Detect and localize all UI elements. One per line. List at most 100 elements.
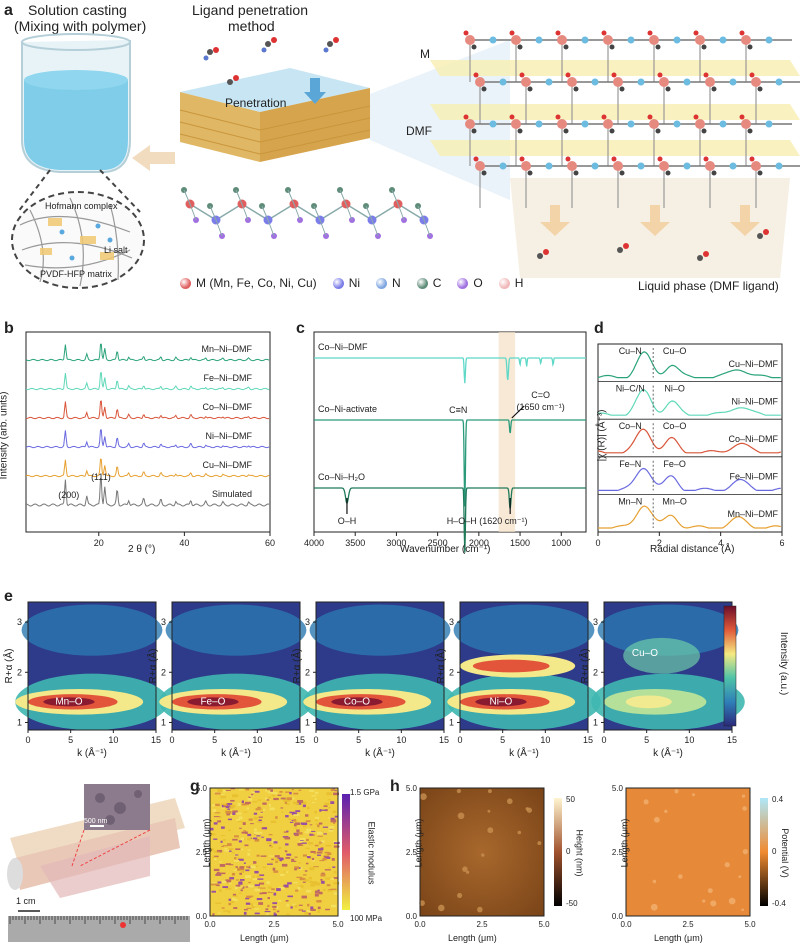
wavelet-ytick: 2 (17, 667, 22, 677)
ftir-xlabel: Wavenumber (cm⁻¹) (400, 544, 491, 555)
afm-cb-tick: 50 (566, 795, 575, 804)
xrd-frame (25, 331, 271, 533)
ftir-xtick: 1000 (551, 538, 571, 548)
xrd-series-4 (25, 458, 270, 478)
metal-node (465, 119, 475, 129)
afm-cb-tick: 0.4 (772, 795, 784, 804)
wavelet-ytick: 3 (593, 617, 598, 627)
ligand-chain (181, 187, 433, 239)
afm-cb-tick: -0.4 (772, 899, 786, 908)
beaker-illustration (21, 33, 131, 173)
wavelet-xtick: 10 (252, 735, 262, 745)
h-ytick: 0.0 (612, 912, 624, 921)
wavelet-xtick: 15 (583, 735, 593, 745)
xrd-xtick: 40 (179, 538, 189, 548)
legend-item-4: O (457, 276, 483, 290)
g-xtick: 5.0 (332, 920, 344, 929)
ftir-xtick: 2000 (469, 538, 489, 548)
wavelet-ytick: 2 (161, 667, 166, 677)
wavelet-ytick: 3 (449, 617, 454, 627)
solution-casting-sub: (Mixing with polymer) (14, 18, 147, 34)
metal-node (557, 119, 567, 129)
ni-node (719, 120, 727, 128)
ftir-series-2 (314, 487, 586, 553)
exafs-series-label: Mn–Ni–DMF (727, 509, 778, 519)
metal-node (613, 161, 623, 171)
ni-node (729, 78, 737, 86)
legend-item-1: Ni (332, 276, 360, 290)
ni-node (719, 36, 727, 44)
peak-111-label: (111) (91, 472, 111, 482)
ni-node (637, 78, 645, 86)
exafs-peak-b: Mn–O (662, 496, 687, 506)
panel-e-label: e (4, 588, 13, 605)
exafs-series-0 (597, 351, 781, 379)
wavelet-ytick: 1 (593, 717, 598, 727)
co-arrow (511, 405, 525, 419)
pvdf-label: PVDF-HFP matrix (40, 269, 112, 279)
g-ytick: 0.0 (196, 912, 208, 921)
metal-node (603, 119, 613, 129)
h-xtick: 5.0 (744, 920, 756, 929)
h-ylabel-1: Length (μm) (413, 818, 424, 868)
peak-200-label: (200) (58, 490, 79, 500)
metal-node (567, 161, 577, 171)
wavelet-xtick: 0 (169, 735, 174, 745)
afm-cb-tick: 0 (772, 847, 777, 856)
afm-colorbar-1 (760, 798, 768, 906)
ni-node (775, 78, 783, 86)
afm-maps: 0.00.02.52.55.05.0500-500.00.02.52.55.05… (406, 784, 786, 929)
xrd-series-1 (25, 371, 270, 391)
afm-cb-tick: -50 (566, 899, 578, 908)
g-ytick: 5.0 (196, 784, 208, 793)
g-ylabel: Length (μm) (201, 818, 212, 868)
metal-node (649, 119, 659, 129)
ligand-method-l1: Ligand penetration (192, 2, 308, 18)
liquid-phase-label: Liquid phase (DMF ligand) (638, 279, 779, 293)
h-xtick: 2.5 (476, 920, 488, 929)
metal-node (521, 161, 531, 171)
xrd-series-label: Fe–Ni–DMF (203, 373, 252, 383)
g-xlabel: Length (μm) (240, 933, 289, 943)
afm-cb-tick: 0 (566, 847, 571, 856)
ni-node (683, 78, 691, 86)
hofmann-circle (11, 191, 145, 289)
legend-label: C (432, 276, 442, 290)
h-ytick: 0.0 (406, 912, 418, 921)
legend-swatch (180, 277, 191, 289)
h-cb-label-2: Potential (V) (779, 828, 790, 878)
exafs-peak-a: Mn–N (618, 496, 642, 506)
wavelet-xtick: 5 (212, 735, 217, 745)
wavelet-ytick: 3 (161, 617, 166, 627)
dmf-label: DMF (406, 124, 432, 138)
metal-node (705, 161, 715, 171)
wavelet-xtick: 5 (500, 735, 505, 745)
ni-node (581, 36, 589, 44)
ni-node (581, 120, 589, 128)
ftir-series-label: Co–Ni–DMF (318, 342, 368, 352)
g-ytick: 2.5 (196, 848, 208, 857)
xrd-xtick: 60 (265, 538, 275, 548)
metal-node (659, 77, 669, 87)
ni-node (535, 120, 543, 128)
exafs-xtick: 6 (779, 538, 784, 548)
ni-node (545, 78, 553, 86)
wavelet-ylabel: R+α (Å) (434, 649, 447, 684)
panel-e: e Mn–O 0 5 10 15 1 2 3 k (Å⁻¹) R+α (Å) Fe–O 0 5 10 15 1… (0, 588, 800, 758)
film-photo (0, 778, 190, 945)
wavelet-ytick: 1 (305, 717, 310, 727)
wavelet-ytick: 1 (449, 717, 454, 727)
h-xlabel-1: Length (μm) (448, 933, 497, 943)
ni-node (775, 162, 783, 170)
wavelet-xlabel: k (Å⁻¹) (221, 746, 251, 758)
ftir-highlight (498, 332, 516, 532)
xrd-series-label: Simulated (212, 489, 252, 499)
h-xlabel-2: Length (μm) (654, 933, 703, 943)
legend-swatch (376, 277, 388, 289)
panel-f: f 500 nm 1 cm (0, 778, 190, 945)
afm-map-1 (626, 788, 750, 916)
ftir-xtick: 3000 (386, 538, 406, 548)
